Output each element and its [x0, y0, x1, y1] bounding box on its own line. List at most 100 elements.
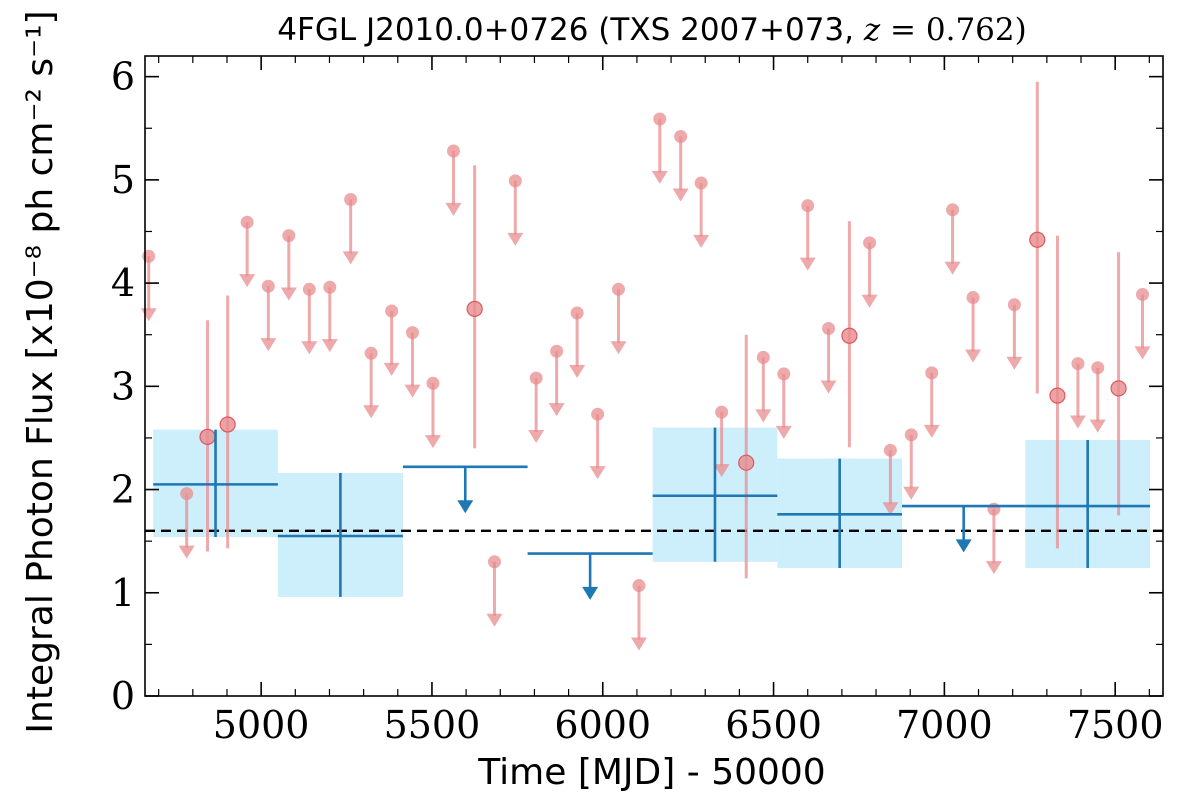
y-tick-label: 3	[111, 364, 135, 408]
monthly-upper-limit-arrowhead	[548, 403, 565, 417]
yearly-upper-limit-arrowhead	[457, 500, 474, 514]
monthly-upper-limit-arrowhead	[693, 234, 710, 248]
x-tick-label: 5500	[384, 703, 481, 747]
monthly-upper-limit-marker	[344, 192, 358, 206]
monthly-upper-limit-arrowhead	[713, 464, 730, 478]
monthly-upper-limit-arrowhead	[569, 364, 586, 378]
monthly-detection-point	[1029, 231, 1046, 248]
monthly-upper-limit-arrowhead	[589, 466, 606, 480]
monthly-upper-limit-arrowhead	[985, 561, 1002, 575]
x-axis-label: Time [MJD] - 50000	[477, 752, 825, 793]
monthly-upper-limit-marker	[323, 280, 337, 294]
monthly-upper-limit-marker	[756, 350, 770, 364]
y-axis-label: Integral Photon Flux [x10⁻⁸ ph cm⁻² s⁻¹]	[20, 10, 61, 733]
monthly-upper-limit-marker	[966, 291, 980, 305]
monthly-upper-limit-arrowhead	[239, 274, 256, 288]
monthly-upper-limit-marker	[632, 579, 646, 593]
x-tick-label: 5000	[213, 703, 310, 747]
y-tick-label: 0	[111, 674, 135, 718]
monthly-upper-limit-arrowhead	[424, 435, 441, 449]
monthly-upper-limit-marker	[694, 176, 708, 190]
monthly-upper-limit-marker	[261, 279, 275, 293]
monthly-bins	[140, 81, 1151, 651]
yearly-upper-limit-arrowhead	[582, 586, 599, 600]
monthly-upper-limit-arrowhead	[301, 341, 318, 355]
monthly-upper-limit-marker	[987, 502, 1001, 516]
y-tick-label: 6	[111, 55, 135, 99]
monthly-upper-limit-marker	[822, 322, 836, 336]
yearly-error-bands	[153, 427, 1151, 597]
monthly-upper-limit-marker	[180, 487, 194, 501]
monthly-upper-limit-marker	[1071, 357, 1085, 371]
monthly-upper-limit-marker	[777, 367, 791, 381]
monthly-upper-limit-arrowhead	[965, 349, 982, 363]
monthly-detection-point	[1049, 387, 1066, 404]
chart-title-redshift: = 0.762)	[880, 12, 1027, 48]
monthly-upper-limit-marker	[385, 304, 399, 318]
monthly-upper-limit-arrowhead	[321, 339, 338, 353]
x-tick-label: 6500	[725, 703, 822, 747]
monthly-upper-limit-arrowhead	[404, 384, 421, 398]
monthly-upper-limit-marker	[1091, 361, 1105, 375]
yearly-upper-limit-arrowhead	[955, 539, 972, 553]
monthly-upper-limit-arrowhead	[799, 257, 816, 271]
monthly-upper-limit-marker	[302, 282, 316, 296]
chart-title: 4FGL J2010.0+0726 (TXS 2007+073, z = 0.7…	[277, 12, 1026, 48]
monthly-upper-limit-arrowhead	[820, 380, 837, 394]
monthly-upper-limit-arrowhead	[672, 188, 689, 202]
monthly-upper-limit-arrowhead	[1134, 346, 1151, 360]
monthly-upper-limit-arrowhead	[280, 287, 297, 301]
monthly-upper-limit-marker	[282, 229, 296, 243]
monthly-detection-point	[841, 327, 858, 344]
monthly-upper-limit-marker	[405, 326, 419, 340]
monthly-upper-limit-arrowhead	[651, 170, 668, 184]
monthly-detection-point	[738, 454, 755, 471]
monthly-upper-limit-arrowhead	[528, 430, 545, 443]
monthly-upper-limit-marker	[529, 371, 543, 385]
chart-title-z: z	[863, 12, 881, 48]
monthly-upper-limit-marker	[550, 344, 564, 358]
monthly-upper-limit-marker	[364, 346, 378, 360]
monthly-upper-limit-marker	[883, 443, 897, 457]
monthly-upper-limit-arrowhead	[363, 405, 380, 419]
axis-ticks: 5000 5500 6000 6500 7000 7500 0 1 2 3 4 5 6	[111, 55, 1164, 747]
monthly-upper-limit-arrowhead	[445, 202, 462, 216]
monthly-upper-limit-marker	[904, 428, 918, 442]
monthly-upper-limit-arrowhead	[861, 294, 878, 308]
monthly-upper-limit-arrowhead	[610, 341, 627, 355]
monthly-upper-limit-arrowhead	[882, 502, 899, 516]
monthly-upper-limit-marker	[611, 282, 625, 296]
monthly-upper-limit-arrowhead	[178, 545, 195, 559]
monthly-upper-limit-arrowhead	[903, 486, 920, 500]
monthly-upper-limit-marker	[715, 405, 729, 419]
monthly-upper-limit-marker	[863, 236, 877, 250]
plot-frame	[144, 55, 1164, 697]
monthly-upper-limit-marker	[240, 215, 254, 229]
monthly-upper-limit-arrowhead	[140, 308, 157, 322]
monthly-upper-limit-marker	[591, 407, 605, 421]
monthly-upper-limit-marker	[653, 112, 667, 126]
monthly-upper-limit-arrowhead	[260, 338, 277, 352]
monthly-upper-limit-marker	[1136, 287, 1150, 301]
monthly-upper-limit-arrowhead	[342, 251, 359, 265]
y-tick-label: 2	[111, 468, 135, 512]
monthly-upper-limit-arrowhead	[755, 409, 772, 423]
monthly-upper-limit-marker	[487, 555, 501, 569]
monthly-upper-limit-marker	[570, 306, 584, 320]
monthly-upper-limit-marker	[1007, 298, 1021, 312]
monthly-detection-point	[219, 416, 236, 433]
monthly-upper-limit-arrowhead	[1089, 419, 1106, 433]
monthly-upper-limit-marker	[925, 366, 939, 380]
monthly-upper-limit-arrowhead	[507, 232, 524, 246]
x-tick-label: 7500	[1067, 703, 1164, 747]
monthly-upper-limit-marker	[508, 174, 522, 188]
monthly-upper-limit-marker	[446, 144, 460, 158]
monthly-upper-limit-arrowhead	[1006, 356, 1023, 370]
chart-title-main: 4FGL J2010.0+0726 (TXS 2007+073,	[277, 12, 864, 48]
monthly-upper-limit-arrowhead	[944, 261, 961, 275]
monthly-upper-limit-arrowhead	[1069, 415, 1086, 429]
x-tick-label: 6000	[554, 703, 651, 747]
monthly-upper-limit-arrowhead	[383, 362, 400, 376]
x-tick-label: 7000	[896, 703, 993, 747]
